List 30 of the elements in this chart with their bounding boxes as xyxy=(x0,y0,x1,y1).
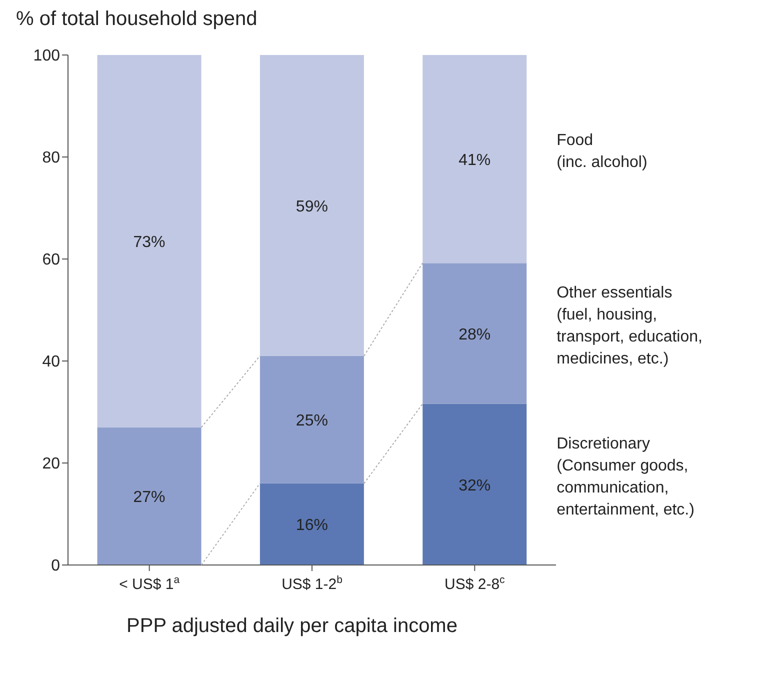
series-label: Discretionary (Consumer goods, communication, entertainment, etc.) xyxy=(556,435,694,518)
data-label: 73% xyxy=(133,234,166,252)
y-tick-label: 40 xyxy=(42,354,60,371)
bar xyxy=(260,55,364,356)
series-label: Other essentials (fuel, housing, transport, education, medicines, etc.) xyxy=(556,284,702,368)
bar xyxy=(422,263,527,404)
bar xyxy=(260,356,364,484)
chart-title: % of total household spend xyxy=(16,8,258,31)
data-label: 41% xyxy=(458,152,491,170)
x-tick-label: US$ 1-2$^{b}$ xyxy=(282,574,343,593)
series-label: Food (inc. alcohol) xyxy=(556,132,648,172)
data-label: 16% xyxy=(296,517,328,534)
x-axis-title: PPP adjusted daily per capita income xyxy=(126,615,458,638)
bar xyxy=(97,427,202,565)
bar xyxy=(422,404,527,565)
y-tick-label: 60 xyxy=(42,252,60,269)
y-tick-label: 80 xyxy=(42,150,60,167)
bar xyxy=(260,483,364,565)
data-label: 25% xyxy=(296,412,328,430)
bar xyxy=(422,55,527,264)
data-label: 28% xyxy=(458,326,491,344)
y-tick-label: 20 xyxy=(42,456,60,473)
y-tick-label: 0 xyxy=(51,558,60,575)
y-tick-label: 100 xyxy=(33,48,60,65)
bar xyxy=(97,55,202,428)
data-label: 59% xyxy=(296,198,328,216)
data-label: 32% xyxy=(458,477,491,494)
x-tick-label: US$ 2-8$^{c}$ xyxy=(444,574,505,593)
data-label: 27% xyxy=(133,489,166,506)
x-tick-label: < US$ 1$^{a}$ xyxy=(119,574,180,593)
